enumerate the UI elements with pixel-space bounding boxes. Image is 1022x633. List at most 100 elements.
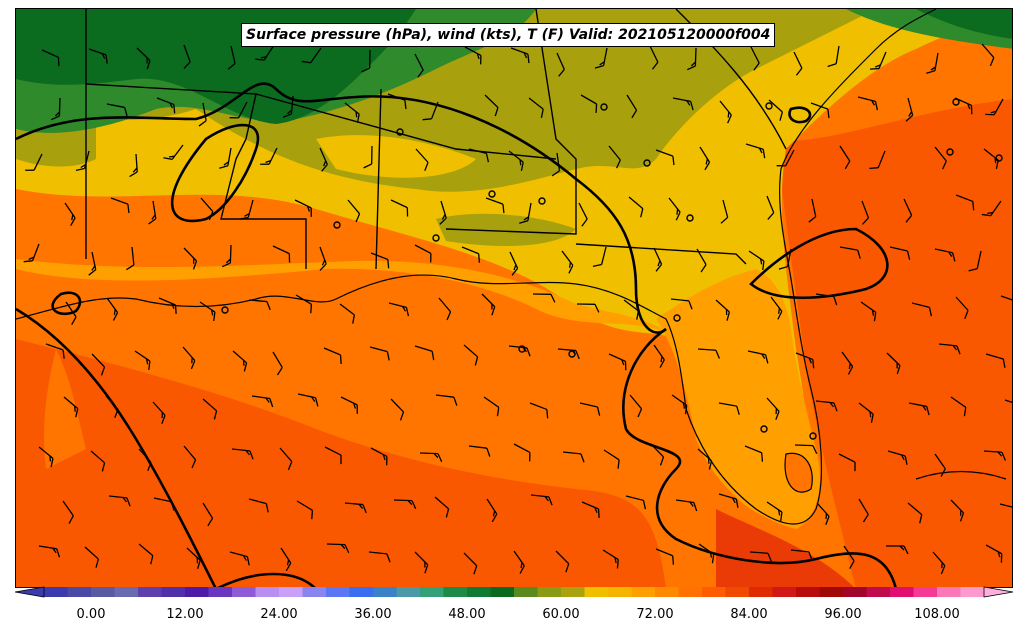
isobar-low-louisiana bbox=[170, 123, 260, 223]
wind-barb bbox=[105, 395, 119, 418]
wind-barb bbox=[393, 499, 417, 510]
calm-marker bbox=[333, 221, 341, 229]
wind-barb bbox=[232, 350, 248, 372]
wind-barb bbox=[858, 402, 874, 423]
wind-barb bbox=[125, 246, 135, 271]
wind-barb bbox=[529, 402, 549, 419]
wind-barb bbox=[999, 503, 1012, 509]
wind-barb bbox=[63, 396, 79, 418]
wind-barb bbox=[200, 197, 214, 221]
wind-barb bbox=[468, 445, 491, 457]
wind-barb bbox=[106, 297, 119, 321]
wind-barb bbox=[62, 500, 74, 524]
colorbar-tick-label: 60.00 bbox=[542, 607, 580, 622]
wind-barb bbox=[295, 294, 313, 314]
colorbar-cell bbox=[796, 587, 820, 597]
wind-barb bbox=[319, 147, 328, 172]
wind-barb bbox=[1000, 295, 1012, 303]
wind-barb bbox=[955, 194, 975, 211]
wind-barb bbox=[653, 247, 663, 272]
colorbar-tick-label: 12.00 bbox=[166, 607, 204, 622]
wind-barb bbox=[183, 247, 198, 270]
wind-barb bbox=[319, 246, 327, 271]
lake-okeechobee bbox=[784, 452, 813, 493]
wind-barb bbox=[414, 244, 432, 263]
wind-barb bbox=[183, 44, 191, 69]
wind-barb bbox=[950, 396, 967, 417]
calm-marker bbox=[643, 159, 651, 167]
wind-barb bbox=[282, 95, 294, 118]
wind-barb bbox=[45, 343, 65, 359]
wind-barb bbox=[655, 149, 675, 166]
colorbar-cell bbox=[843, 587, 867, 597]
colorbar-cell bbox=[255, 587, 280, 597]
colorbar-min-extend bbox=[14, 586, 45, 598]
colorbar-cell bbox=[772, 587, 797, 597]
colorbar-cell bbox=[114, 587, 139, 597]
wind-barb bbox=[248, 498, 269, 513]
colorbar-cell bbox=[279, 587, 303, 597]
wind-barb bbox=[670, 298, 693, 310]
wind-barb bbox=[272, 245, 291, 263]
colorbar-cell bbox=[467, 587, 491, 597]
wind-barb bbox=[219, 147, 232, 169]
calm-marker bbox=[432, 234, 440, 242]
wind-barb bbox=[182, 346, 196, 370]
colorbar-tick-label: 84.00 bbox=[730, 607, 768, 622]
wind-barb bbox=[468, 148, 490, 163]
wind-barb bbox=[390, 199, 409, 217]
wind-barb bbox=[955, 296, 969, 319]
florida-peninsula-field bbox=[656, 269, 820, 529]
colorbar-cell bbox=[490, 587, 515, 597]
florida-straits-field bbox=[716, 509, 854, 587]
wind-barb bbox=[985, 353, 1006, 368]
wind-barb bbox=[260, 147, 278, 165]
wind-barb bbox=[280, 547, 292, 572]
wind-barb bbox=[675, 499, 698, 512]
colorbar-cells bbox=[44, 587, 985, 597]
western-gulf-field bbox=[44, 349, 86, 469]
wind-barb bbox=[718, 402, 740, 415]
calm-marker bbox=[568, 350, 576, 358]
wind-barb bbox=[715, 299, 731, 321]
wind-barb bbox=[869, 51, 887, 70]
wind-barb bbox=[106, 103, 128, 117]
colorbar-cell bbox=[514, 587, 538, 597]
wind-barb bbox=[199, 301, 216, 322]
wind-barb bbox=[790, 549, 813, 561]
wind-barb bbox=[388, 302, 410, 317]
colorbar-tick-label: 96.00 bbox=[824, 607, 862, 622]
wind-barb bbox=[347, 199, 361, 223]
wind-barb bbox=[153, 497, 175, 511]
wind-barb bbox=[938, 343, 961, 355]
wind-barb bbox=[183, 445, 197, 469]
wind-barb bbox=[766, 501, 783, 522]
wind-barb bbox=[439, 200, 447, 225]
isobar-west-gulf bbox=[16, 307, 217, 587]
wind-barb bbox=[816, 502, 830, 525]
calm-marker bbox=[760, 425, 768, 433]
wind-barb bbox=[903, 198, 913, 223]
yellow-patch-central bbox=[316, 135, 476, 178]
wind-barb bbox=[608, 353, 627, 371]
wind-barb bbox=[810, 102, 830, 119]
colorbar-cell bbox=[420, 587, 444, 597]
calm-marker bbox=[995, 154, 1003, 162]
wind-barb bbox=[697, 348, 720, 359]
wind-barb bbox=[509, 251, 519, 276]
wind-barb bbox=[926, 52, 939, 74]
wind-barb bbox=[221, 244, 232, 268]
calm-marker bbox=[538, 197, 546, 205]
wind-barb bbox=[461, 246, 481, 263]
wind-barb bbox=[594, 47, 608, 69]
coastal-field bbox=[16, 259, 676, 339]
wind-barb bbox=[463, 552, 478, 575]
wind-barb bbox=[484, 94, 499, 117]
wind-barb bbox=[934, 248, 956, 262]
wind-barb bbox=[650, 443, 665, 466]
isobar-north bbox=[16, 82, 667, 334]
wind-barb bbox=[889, 246, 911, 260]
wind-barb bbox=[414, 53, 424, 78]
wind-barb bbox=[272, 351, 283, 376]
calm-marker bbox=[221, 306, 229, 314]
